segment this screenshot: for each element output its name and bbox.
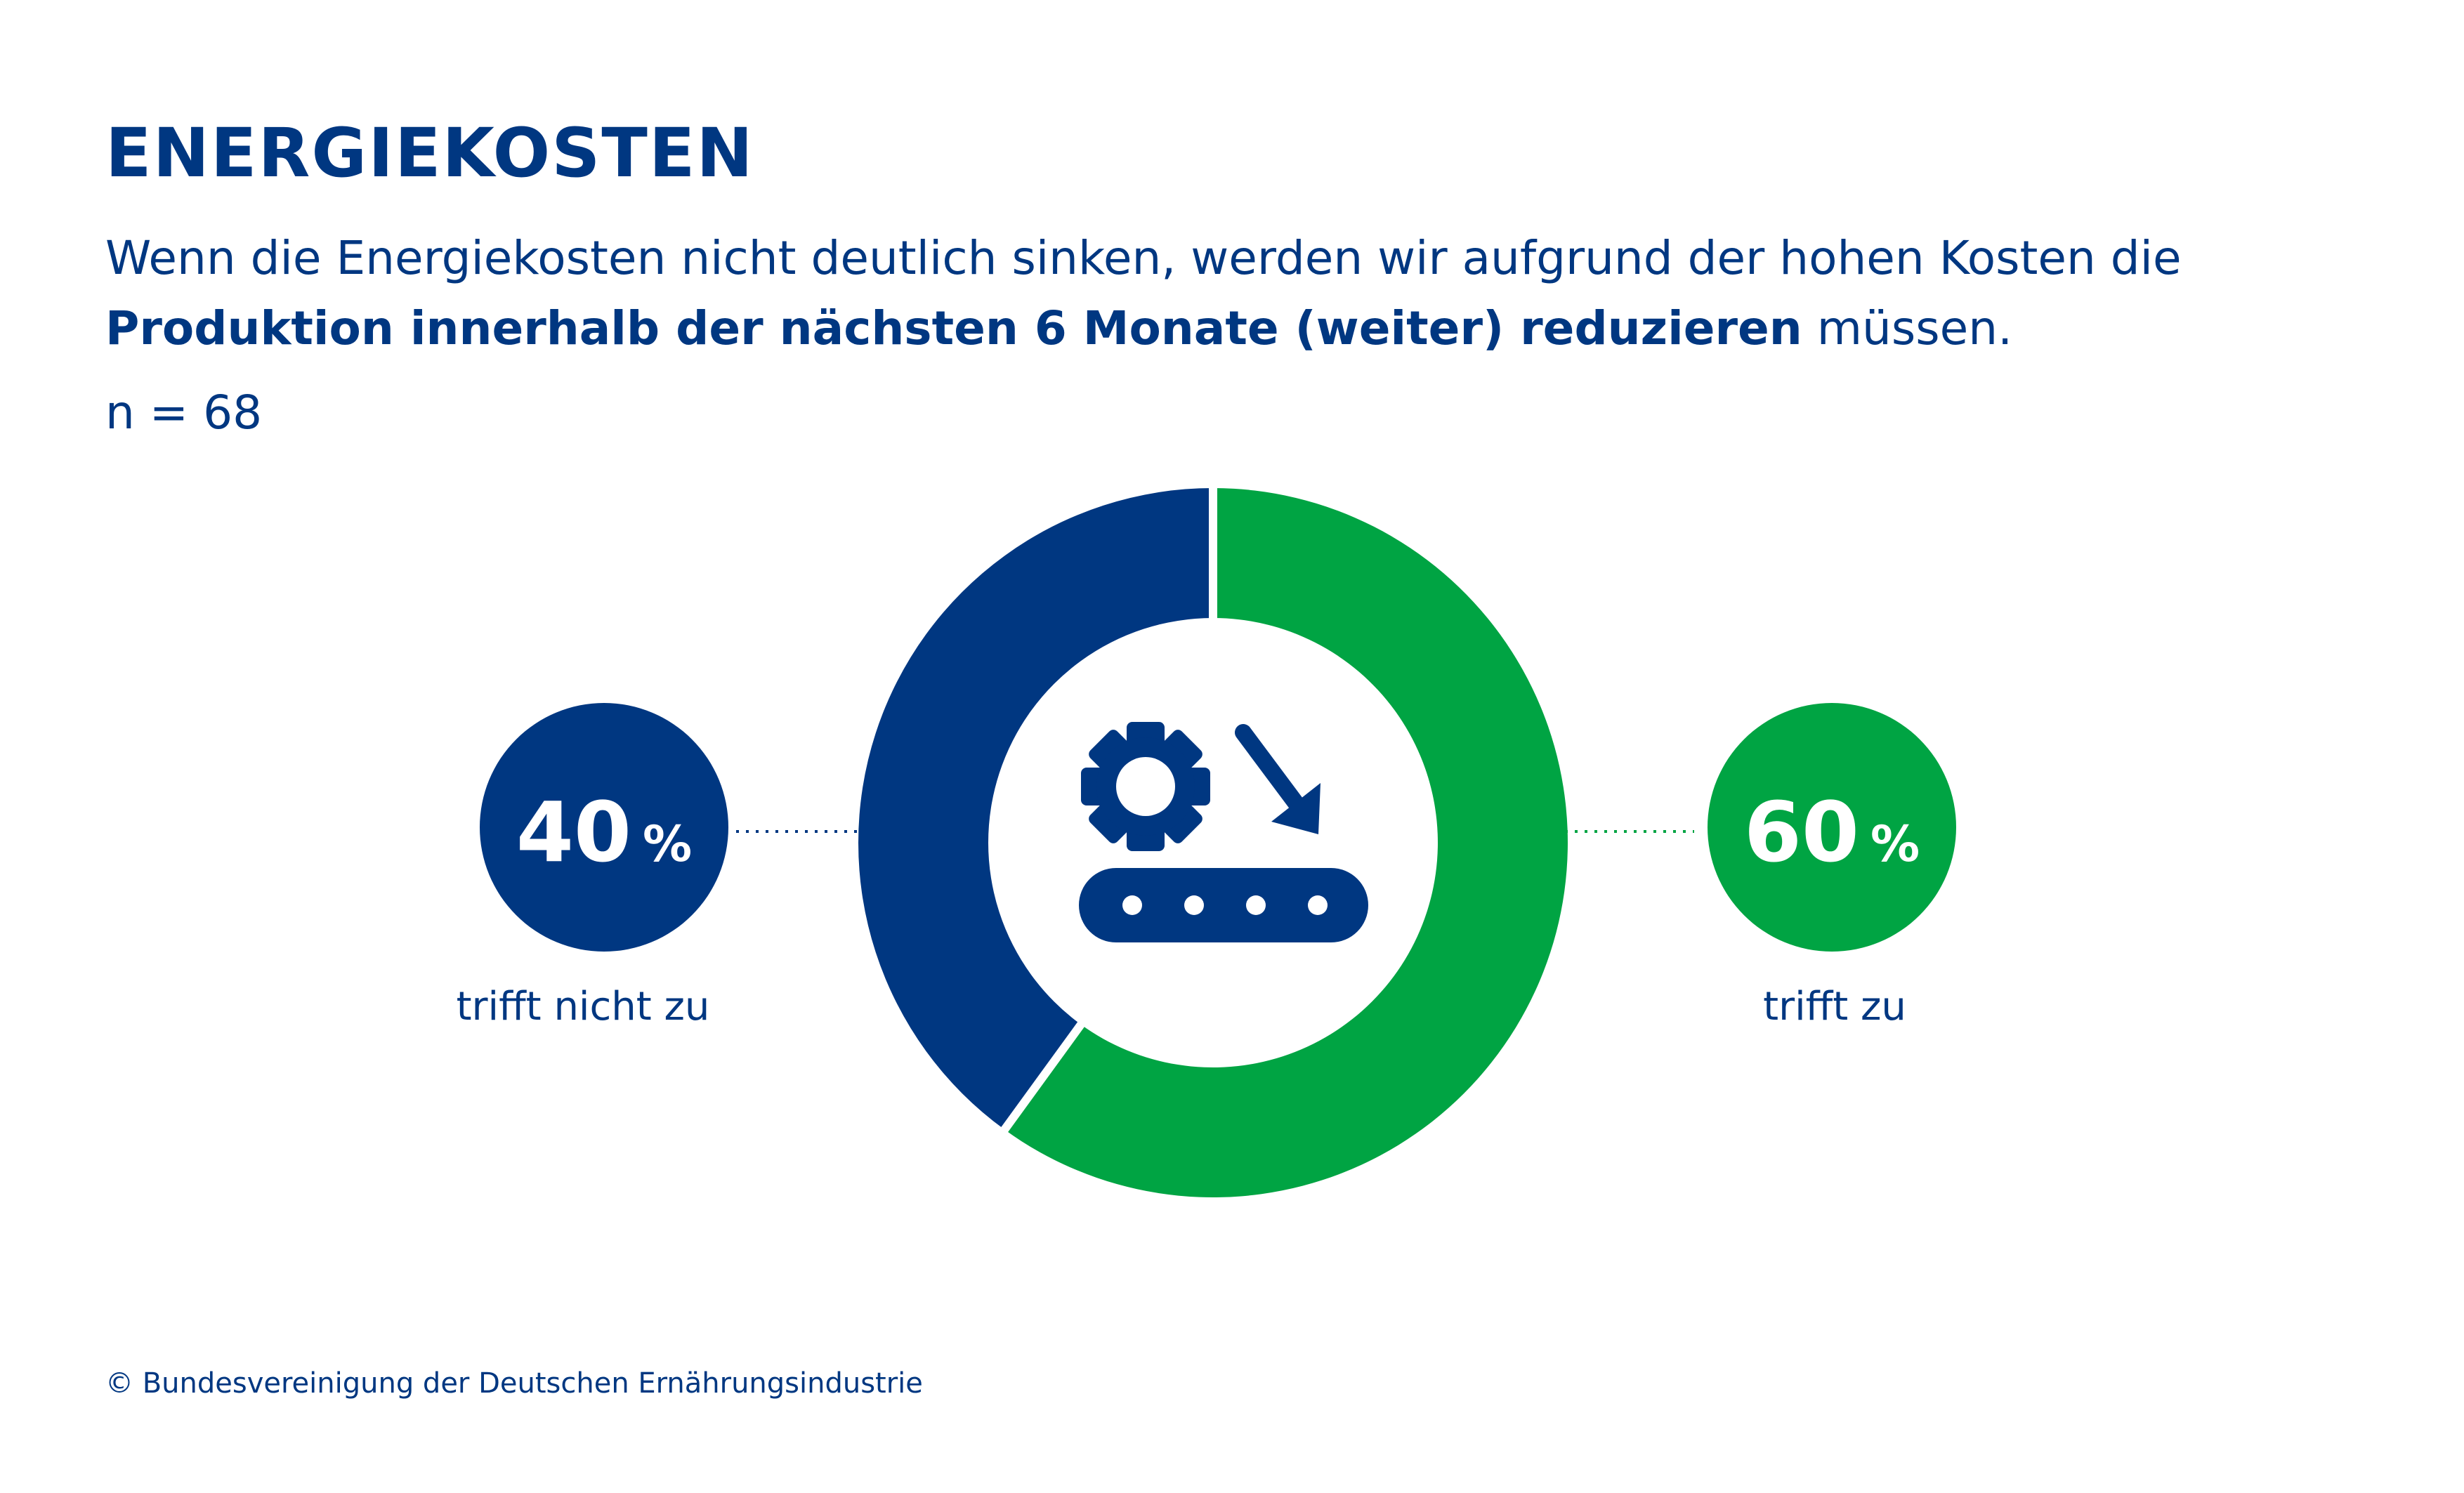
value-badge-trifft-nicht-zu: 40% xyxy=(480,703,728,952)
slice-trifft-zu xyxy=(1004,488,1568,1197)
subtitle-rest: müssen. xyxy=(1802,301,2013,355)
subtitle-bold: Produktion innerhalb der nächsten 6 Mona… xyxy=(105,301,1802,355)
data-label-trifft-nicht-zu: 40% xyxy=(516,784,692,881)
subtitle: Wenn die Energiekosten nicht deutlich si… xyxy=(105,223,2213,364)
arrow-down-right-icon xyxy=(1235,724,1321,834)
legend-label-trifft-zu: trifft zu xyxy=(1763,984,1906,1030)
legend-label-trifft-nicht-zu: trifft nicht zu xyxy=(457,984,710,1030)
subtitle-line1: Wenn die Energiekosten nicht deutlich si… xyxy=(105,231,2182,285)
slice-trifft-nicht-zu xyxy=(858,488,1213,1130)
copyright-footer: © Bundesvereinigung der Deutschen Ernähr… xyxy=(105,1367,923,1400)
value-badge-trifft-zu: 60% xyxy=(1708,703,1956,952)
page-title: ENERGIEKOSTEN xyxy=(105,114,754,192)
production-reduction-icon xyxy=(1079,722,1368,942)
data-label-trifft-zu: 60% xyxy=(1744,784,1920,881)
sample-size: n = 68 xyxy=(105,386,263,440)
gear-icon xyxy=(1081,722,1210,851)
slice-separator xyxy=(999,1020,1087,1135)
conveyor-belt-icon xyxy=(1079,868,1368,942)
